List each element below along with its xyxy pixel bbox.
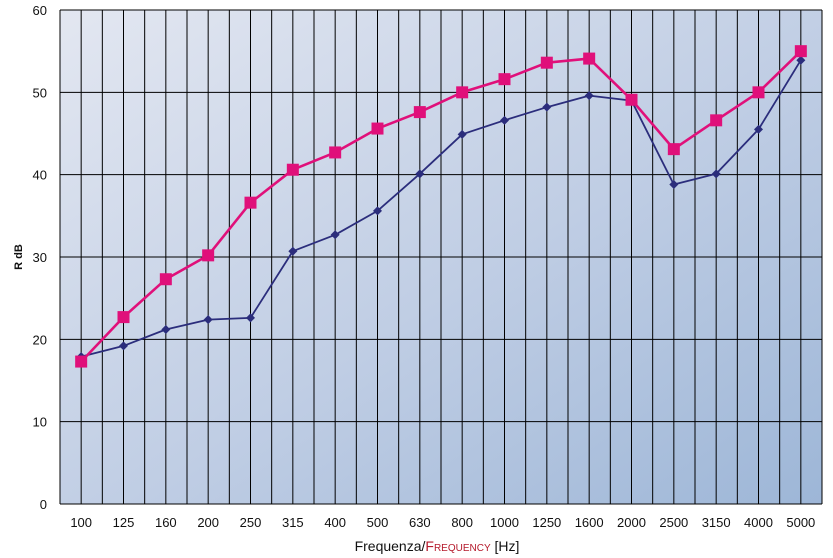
x-tick-label: 500 bbox=[367, 515, 389, 530]
series-2-point bbox=[752, 86, 765, 99]
series-1-point bbox=[415, 169, 425, 179]
x-tick-label: 1250 bbox=[532, 515, 561, 530]
series-1-point bbox=[203, 315, 213, 325]
series-2-point bbox=[75, 355, 88, 368]
series-2-point bbox=[498, 73, 511, 86]
x-tick-label: 4000 bbox=[744, 515, 773, 530]
y-tick-label: 0 bbox=[40, 497, 47, 512]
series-2-point bbox=[117, 311, 130, 324]
series-1-point bbox=[584, 91, 594, 101]
series-1-point bbox=[330, 230, 340, 240]
x-tick-label: 2000 bbox=[617, 515, 646, 530]
y-axis-title: R dB bbox=[13, 244, 25, 270]
series-2-point bbox=[159, 273, 172, 286]
series-1-point bbox=[542, 102, 552, 112]
series-2-point bbox=[456, 86, 469, 99]
x-tick-label: 315 bbox=[282, 515, 304, 530]
series-2-point bbox=[710, 114, 723, 127]
series-1-point bbox=[754, 124, 763, 134]
x-tick-label: 630 bbox=[409, 515, 431, 530]
y-tick-label: 40 bbox=[33, 168, 47, 183]
x-axis-title-prefix: Frequenza/ bbox=[355, 538, 426, 554]
series-2-point bbox=[540, 56, 553, 69]
x-tick-label: 2500 bbox=[659, 515, 688, 530]
series-1-point bbox=[796, 55, 806, 65]
series-2-point bbox=[244, 196, 257, 209]
series-2-point bbox=[583, 52, 596, 65]
series-2-point bbox=[413, 106, 426, 119]
series-1-point bbox=[457, 129, 467, 139]
x-tick-label: 5000 bbox=[786, 515, 815, 530]
x-tick-label: 160 bbox=[155, 515, 177, 530]
y-tick-label: 60 bbox=[33, 3, 47, 18]
series-2-point bbox=[625, 93, 638, 106]
y-tick-label: 10 bbox=[33, 415, 47, 430]
x-tick-label: 400 bbox=[324, 515, 346, 530]
series-2-point bbox=[794, 45, 807, 58]
x-axis-title-suffix: [Hz] bbox=[491, 538, 520, 554]
x-tick-label: 1600 bbox=[575, 515, 604, 530]
series-1-point bbox=[669, 180, 679, 190]
y-tick-label: 50 bbox=[33, 85, 47, 100]
series-1-point bbox=[711, 169, 721, 179]
series-1-point bbox=[288, 246, 298, 256]
x-tick-labels: 100 125 160 200 250 315 400 500 630 800 1000 1250 16… bbox=[70, 515, 815, 530]
x-axis-title-highlight: Frequency bbox=[425, 538, 491, 554]
series-2-line bbox=[80, 50, 802, 363]
x-axis-title: Frequenza/Frequency [Hz] bbox=[355, 538, 520, 554]
horizontal-grid bbox=[60, 9, 822, 505]
x-tick-label: 200 bbox=[197, 515, 219, 530]
series-group bbox=[75, 45, 807, 368]
series-1-point bbox=[246, 313, 255, 323]
series-2-point bbox=[202, 249, 215, 262]
y-tick-labels: 0 10 20 30 40 50 60 bbox=[33, 3, 47, 512]
x-tick-label: 125 bbox=[113, 515, 135, 530]
y-tick-label: 20 bbox=[33, 332, 47, 347]
series-1-line bbox=[80, 59, 802, 358]
series-1-point bbox=[161, 324, 171, 334]
x-tick-label: 3150 bbox=[702, 515, 731, 530]
series-2-point bbox=[329, 146, 342, 159]
series-2-point bbox=[667, 143, 680, 156]
series-1-point bbox=[373, 206, 382, 216]
series-2-point bbox=[371, 122, 384, 135]
series-1-point bbox=[119, 341, 128, 351]
x-tick-label: 100 bbox=[70, 515, 92, 530]
x-tick-label: 1000 bbox=[490, 515, 519, 530]
y-tick-label: 30 bbox=[33, 250, 47, 265]
x-tick-label: 800 bbox=[451, 515, 473, 530]
x-tick-label: 250 bbox=[240, 515, 262, 530]
series-1-point bbox=[500, 115, 509, 125]
series-2-point bbox=[286, 163, 299, 176]
